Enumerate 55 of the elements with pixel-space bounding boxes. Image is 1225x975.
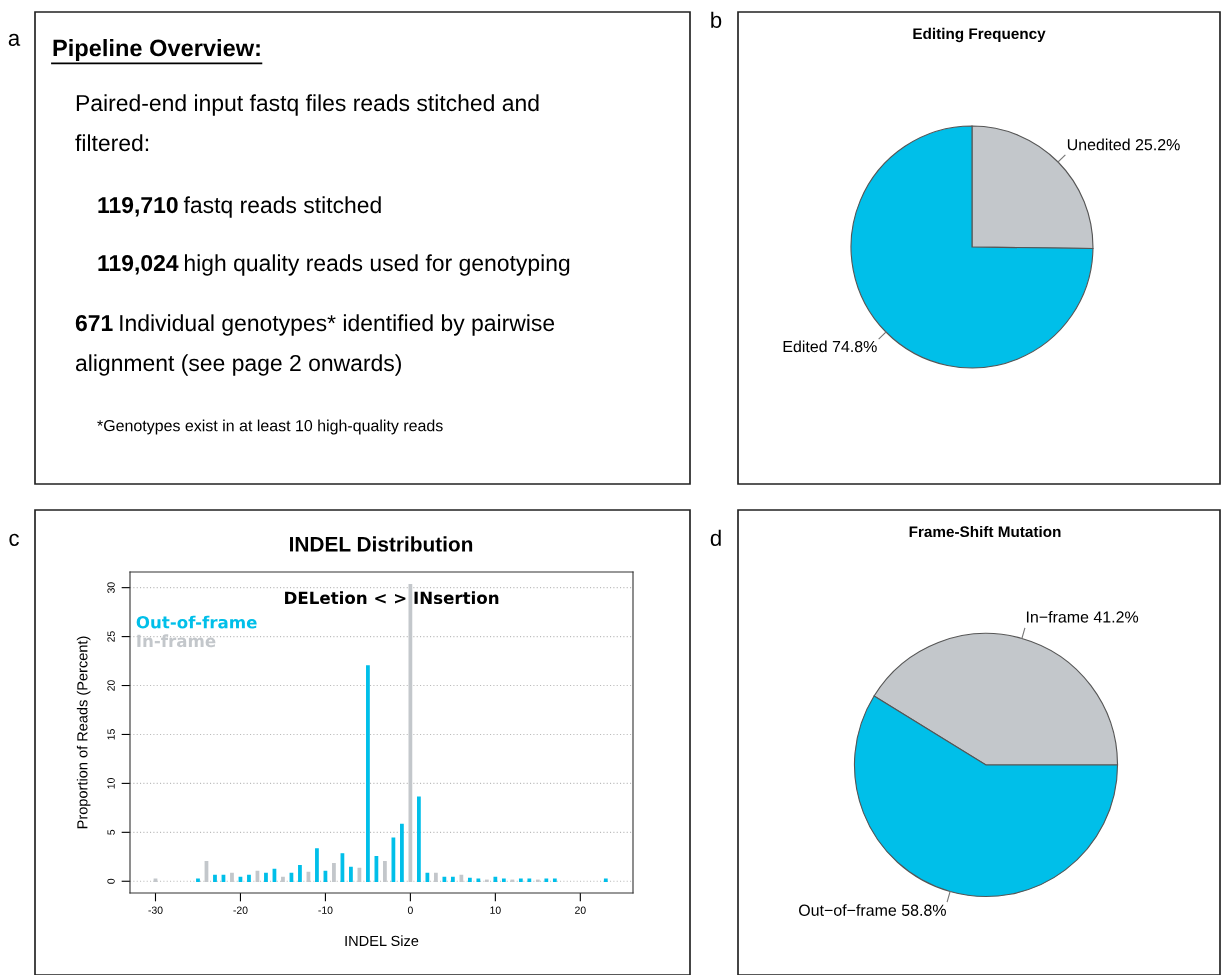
bar: [247, 874, 251, 882]
bar: [493, 876, 498, 882]
text: b: [711, 11, 722, 28]
text: Pipeline Overview:: [53, 39, 260, 61]
text: c: [9, 533, 19, 546]
bar: [349, 866, 353, 882]
y-axis-title: Proportion of Reads (Percent): [76, 636, 91, 829]
text: In-frame: [137, 634, 216, 648]
bar: [383, 860, 387, 882]
bar: [433, 872, 438, 882]
chart-title: INDEL Distribution: [289, 536, 473, 552]
text: 119,024 high quality reads used for genotyping: [98, 254, 570, 276]
slice-label: Out−of−frame 58.8%: [799, 904, 946, 916]
bar: [400, 823, 404, 882]
bar: [467, 877, 472, 882]
bar: [417, 796, 421, 882]
x-tick-label: -30: [148, 906, 163, 914]
x-axis-title: INDEL Size: [345, 935, 419, 947]
x-tick-label: 20: [575, 906, 586, 914]
bar: [315, 848, 319, 882]
x-tick-label: 10: [490, 906, 501, 914]
x-tick-label: -10: [318, 906, 333, 914]
bar: [366, 665, 370, 882]
y-tick-label: 15: [107, 729, 115, 740]
chart-title: Editing Frequency: [913, 27, 1046, 43]
bar: [450, 876, 455, 882]
y-tick-label: 20: [107, 680, 115, 691]
bar: [213, 874, 217, 882]
chart-title: Frame-Shift Mutation: [909, 525, 1061, 538]
bar: [281, 876, 285, 882]
slice-label: Unedited 25.2%: [1067, 138, 1180, 151]
y-tick-label: 25: [107, 631, 115, 642]
y-tick-label: 5: [107, 829, 115, 835]
bar: [442, 876, 447, 882]
bar: [459, 874, 464, 882]
text: 119,710 fastq reads stitched: [98, 196, 381, 218]
bar: [332, 862, 336, 882]
bar: [298, 864, 302, 882]
x-tick-label: 0: [407, 906, 413, 914]
slice-label: In−frame 41.2%: [1026, 610, 1139, 623]
text: a: [8, 33, 21, 46]
text: *Genotypes exist in at least 10 high-quality reads: [97, 419, 443, 435]
slice-label: Edited 74.8%: [783, 340, 877, 353]
y-tick-label: 30: [107, 582, 115, 594]
bar: [230, 872, 234, 882]
y-tick-label: 0: [107, 878, 115, 884]
bar: [425, 872, 430, 882]
bar: [264, 872, 268, 882]
x-tick-label: -20: [233, 906, 248, 914]
text: 671 Individual genotypes* identified by pairwise alignment (see page 2 onwards): [75, 314, 555, 376]
text: d: [710, 529, 721, 546]
annotation: DELetion < > INsertion: [285, 591, 499, 605]
y-tick-label: 10: [107, 778, 115, 789]
text: Paired-end input fastq files reads stitched and filtered:: [75, 94, 539, 152]
text: Out-of-frame: [136, 615, 257, 629]
